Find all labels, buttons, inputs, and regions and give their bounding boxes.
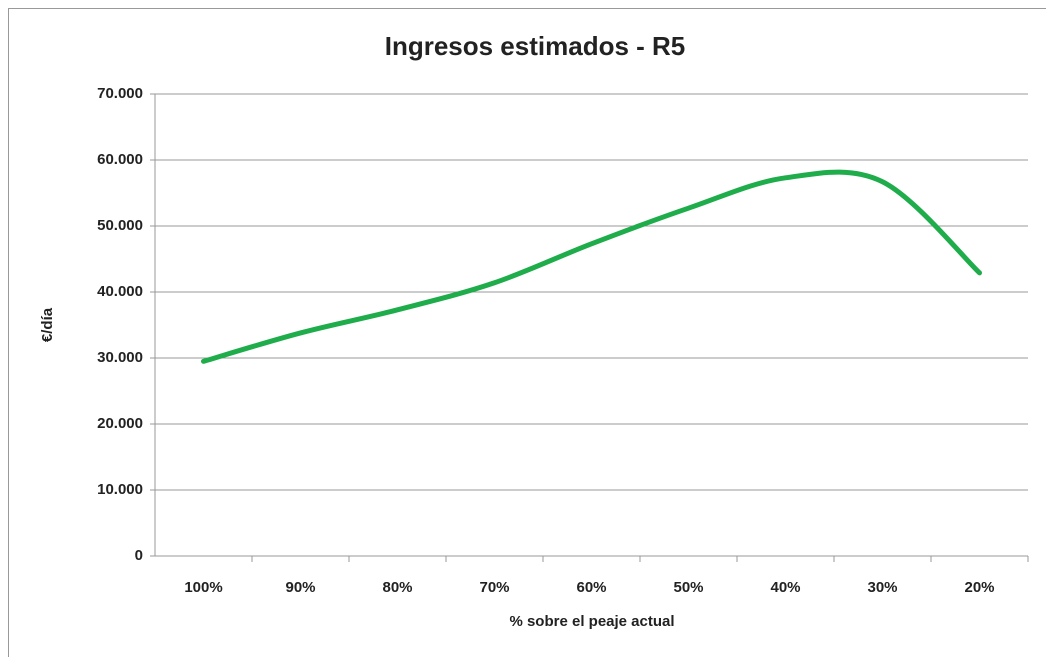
x-tick-label: 80% bbox=[382, 579, 412, 596]
chart-border bbox=[8, 8, 1046, 657]
x-tick-label: 50% bbox=[673, 579, 703, 596]
y-axis-label: €/día bbox=[39, 307, 56, 342]
y-tick-label: 60.000 bbox=[97, 151, 143, 168]
x-tick-label: 40% bbox=[770, 579, 800, 596]
y-tick-label: 70.000 bbox=[97, 85, 143, 102]
x-tick-label: 20% bbox=[964, 579, 994, 596]
y-tick-label: 50.000 bbox=[97, 217, 143, 234]
x-tick-label: 70% bbox=[479, 579, 509, 596]
x-tick-label: 90% bbox=[285, 579, 315, 596]
y-tick-label: 10.000 bbox=[97, 481, 143, 498]
x-tick-label: 60% bbox=[576, 579, 606, 596]
series-line bbox=[201, 169, 982, 364]
y-tick-label: 40.000 bbox=[97, 283, 143, 300]
chart-title: Ingresos estimados - R5 bbox=[385, 31, 686, 61]
x-tick-label: 100% bbox=[184, 579, 222, 596]
y-tick-label: 0 bbox=[135, 547, 143, 564]
y-tick-label: 30.000 bbox=[97, 349, 143, 366]
x-axis-label: % sobre el peaje actual bbox=[509, 613, 674, 630]
y-tick-label: 20.000 bbox=[97, 415, 143, 432]
x-tick-label: 30% bbox=[867, 579, 897, 596]
